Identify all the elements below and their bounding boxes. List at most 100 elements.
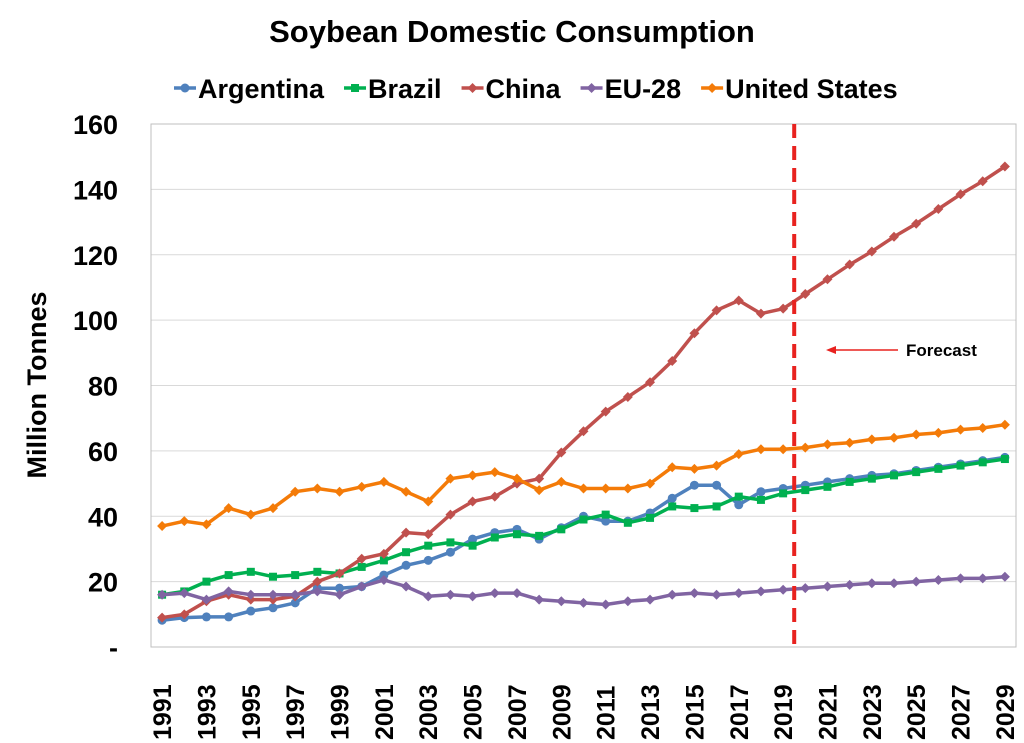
data-point <box>867 474 876 483</box>
data-point <box>844 579 855 590</box>
legend-item-china: China <box>461 74 562 104</box>
data-point <box>866 578 877 589</box>
series-united-states <box>157 419 1010 532</box>
data-point <box>689 328 700 339</box>
data-point <box>423 496 434 507</box>
x-tick-label: 1995 <box>238 684 266 740</box>
y-tick-label: 100 <box>73 306 118 336</box>
data-point <box>667 355 678 366</box>
data-point <box>889 231 900 242</box>
data-point <box>157 521 168 532</box>
data-point <box>600 599 611 610</box>
data-point <box>557 525 566 534</box>
y-tick-label: - <box>109 633 118 663</box>
data-point <box>578 483 589 494</box>
data-point <box>445 589 456 600</box>
legend-item-brazil: Brazil <box>344 74 442 104</box>
data-point <box>356 481 367 492</box>
x-tick-label: 2027 <box>948 684 976 740</box>
series-china <box>157 161 1010 623</box>
data-point <box>356 553 367 564</box>
data-point <box>578 597 589 608</box>
data-point <box>402 548 411 557</box>
data-point <box>267 503 278 514</box>
data-point <box>351 84 360 92</box>
data-point <box>512 530 521 539</box>
data-point <box>712 502 721 511</box>
data-point <box>690 504 699 513</box>
data-point <box>578 426 589 437</box>
data-point <box>378 574 389 585</box>
data-point <box>707 83 718 93</box>
data-point <box>711 589 722 600</box>
data-point <box>955 424 966 435</box>
data-point <box>445 547 455 557</box>
data-point <box>467 496 478 507</box>
data-point <box>667 462 678 473</box>
data-point <box>378 548 389 559</box>
data-point <box>534 485 545 496</box>
data-point <box>423 529 434 540</box>
data-point <box>246 606 256 616</box>
data-point <box>756 495 765 504</box>
data-point <box>689 463 700 474</box>
data-point <box>468 541 477 550</box>
data-point <box>179 609 190 620</box>
data-point <box>845 477 854 486</box>
data-point <box>224 612 234 622</box>
data-point <box>180 83 190 93</box>
data-point <box>934 464 943 473</box>
data-point <box>334 589 345 600</box>
data-point <box>334 486 345 497</box>
x-tick-label: 2025 <box>903 684 931 740</box>
data-point <box>356 581 367 592</box>
data-point <box>423 591 434 602</box>
data-point <box>290 486 301 497</box>
data-point <box>489 491 500 502</box>
data-point <box>977 422 988 433</box>
data-point <box>556 596 567 607</box>
data-point <box>977 573 988 584</box>
data-point <box>245 509 256 520</box>
legend: Argentina Brazil China EU-28 United States <box>174 74 898 104</box>
x-tick-label: 2023 <box>859 684 887 740</box>
data-point <box>668 502 677 511</box>
legend-label: Brazil <box>368 74 442 104</box>
data-point <box>689 588 700 599</box>
data-point <box>933 203 944 214</box>
legend-label: China <box>486 74 562 104</box>
forecast-annotation: Forecast <box>826 341 977 360</box>
y-tick-label: 40 <box>88 502 118 532</box>
data-point <box>646 513 655 522</box>
data-point <box>844 259 855 270</box>
legend-label: Argentina <box>198 74 325 104</box>
data-point <box>201 612 211 622</box>
data-point <box>586 83 597 93</box>
x-tick-label: 2019 <box>770 684 798 740</box>
data-point <box>955 573 966 584</box>
data-point <box>800 288 811 299</box>
data-point <box>622 391 633 402</box>
x-axis-ticks: 1991 1993 1995 1997 1999 2001 2003 2005 2007 2009… <box>149 684 1020 740</box>
data-point <box>201 594 212 605</box>
x-tick-label: 2017 <box>726 684 754 740</box>
data-point <box>756 487 766 497</box>
data-point <box>911 218 922 229</box>
data-point <box>401 560 411 570</box>
data-point <box>733 449 744 460</box>
series-line-brazil <box>161 457 1006 597</box>
x-tick-label: 2029 <box>992 684 1020 740</box>
x-tick-label: 2011 <box>593 686 621 740</box>
series-eu-28 <box>157 571 1010 610</box>
data-point <box>179 516 190 527</box>
data-point <box>733 295 744 306</box>
data-point <box>334 568 345 579</box>
data-point <box>600 483 611 494</box>
data-point <box>357 562 366 571</box>
x-tick-label: 2003 <box>415 684 443 740</box>
data-point <box>579 515 588 524</box>
data-point <box>335 583 345 593</box>
data-point <box>911 429 922 440</box>
data-point <box>622 596 633 607</box>
